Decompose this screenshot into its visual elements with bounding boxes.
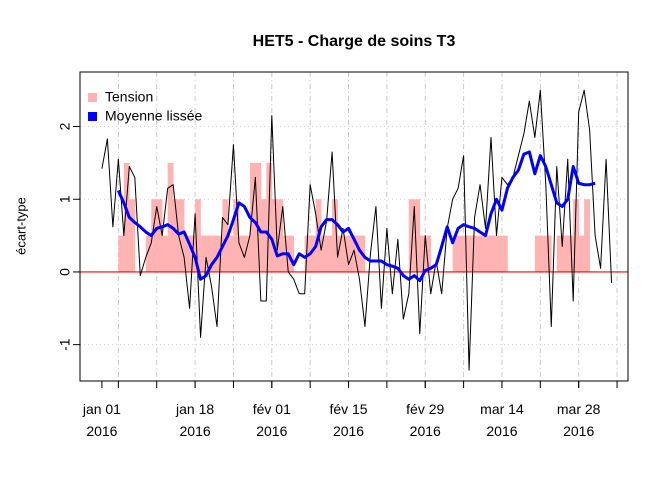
bar (271, 199, 278, 272)
bar (562, 235, 569, 272)
bar (584, 199, 590, 272)
x-tick-label: mar 28 2016 (557, 401, 601, 439)
x-tick-label-line: fév 01 (253, 401, 291, 417)
bar (249, 162, 256, 272)
bar (408, 199, 415, 272)
bar (321, 235, 327, 272)
bar (118, 235, 125, 272)
x-tick-label: mar 14 2016 (480, 401, 524, 439)
bar (501, 235, 508, 272)
x-tick-label-line: 2016 (180, 423, 211, 439)
x-tick-label-line: mar 28 (557, 401, 601, 417)
x-tick-label-line: 2016 (563, 423, 594, 439)
y-tick-label: -1 (57, 338, 73, 351)
x-tick-label-line: 2016 (256, 423, 287, 439)
bar (326, 235, 333, 272)
bar (491, 235, 497, 272)
bar (343, 235, 349, 272)
bar (277, 199, 284, 272)
legend-label: Tension (105, 89, 153, 105)
bar (151, 199, 158, 272)
bar (288, 235, 295, 272)
bar (452, 235, 459, 272)
bar (173, 199, 179, 272)
y-tick-label: 0 (57, 268, 73, 276)
bar (573, 199, 579, 272)
bar (195, 199, 201, 272)
x-tick-label-line: fév 29 (406, 401, 444, 417)
bar (337, 235, 344, 272)
bar (255, 162, 262, 272)
x-tick-label: jan 01 2016 (82, 401, 121, 439)
bar (480, 235, 486, 272)
bar (145, 235, 152, 272)
chart-title: HET5 - Charge de soins T3 (253, 33, 456, 50)
bar (534, 235, 541, 272)
bar (414, 199, 421, 272)
x-tick-label-line: fév 15 (329, 401, 367, 417)
bar (233, 199, 240, 272)
legend-label: Moyenne lissée (105, 108, 202, 124)
bar (123, 162, 130, 272)
x-tick-label-line: jan 01 (82, 401, 121, 417)
series-line (116, 150, 596, 283)
x-tick-label: fév 15 2016 (329, 401, 367, 439)
bar (310, 235, 316, 272)
x-tick-label-line: jan 18 (175, 401, 214, 417)
y-axis-label: écart-type (13, 197, 28, 255)
x-tick-label: jan 18 2016 (175, 401, 214, 439)
bar (162, 235, 168, 272)
bar (556, 235, 563, 272)
bar (474, 235, 481, 272)
bar (200, 235, 207, 272)
legend-swatch (88, 112, 97, 121)
bar (156, 199, 163, 272)
plot-frame (79, 71, 629, 382)
x-tick-label-line: 2016 (486, 423, 517, 439)
x-tick-label-line: 2016 (333, 423, 364, 439)
bar (496, 235, 503, 272)
bar (244, 235, 251, 272)
bar (238, 235, 245, 272)
bar (578, 235, 585, 272)
bar (211, 235, 218, 272)
bar (184, 235, 190, 272)
x-tick-label-line: mar 14 (480, 401, 524, 417)
bar (129, 199, 136, 272)
x-tick-label: fév 29 2016 (406, 401, 444, 439)
bar (485, 235, 492, 272)
bar (332, 199, 338, 272)
bar (540, 235, 547, 272)
x-tick-label-line: 2016 (86, 423, 117, 439)
bar (469, 235, 475, 272)
bar (419, 235, 426, 272)
bar (425, 235, 432, 272)
x-tick-label-line: 2016 (410, 423, 441, 439)
bar (227, 235, 234, 272)
bar (206, 235, 212, 272)
x-tick-label: fév 01 2016 (253, 401, 291, 439)
bar (348, 235, 355, 272)
bar (178, 199, 185, 272)
bar (167, 162, 174, 272)
bar (222, 199, 229, 272)
bar (260, 199, 267, 272)
y-tick-label: 1 (57, 195, 73, 203)
bar (458, 235, 464, 272)
bar (354, 235, 360, 272)
series-line (101, 89, 613, 371)
bar (567, 235, 574, 272)
legend-swatch (88, 93, 97, 102)
y-tick-label: 2 (57, 122, 73, 130)
